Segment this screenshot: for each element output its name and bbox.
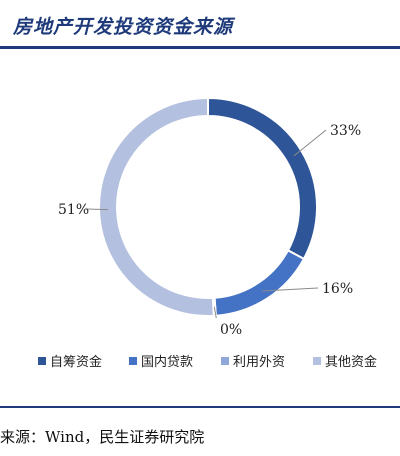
slice-2 — [213, 248, 306, 317]
data-label-4: 51% — [58, 202, 89, 218]
leader-line-3 — [213, 306, 217, 319]
leader-line-1 — [293, 129, 327, 157]
legend-swatch-3 — [221, 357, 229, 365]
leader-line-2 — [262, 287, 319, 292]
legend-swatch-4 — [313, 357, 321, 365]
legend-swatch-2 — [129, 357, 137, 365]
legend-label-3: 利用外资 — [233, 355, 285, 370]
slice-4 — [98, 96, 215, 317]
data-label-1: 33% — [330, 123, 361, 139]
legend-label-2: 国内贷款 — [141, 354, 193, 370]
title-divider — [0, 46, 400, 49]
legend: 自筹资金 国内贷款 利用外资 其他资金 — [38, 354, 377, 370]
data-label-2: 16% — [322, 281, 353, 297]
donut-chart: 33% 16% 0% 51% 自筹资金 国内贷款 利用外资 其他资金 — [38, 96, 377, 370]
page-title: 房地产开发投资资金来源 — [13, 16, 234, 38]
data-label-3: 0% — [220, 322, 242, 338]
source-note: 来源：Wind，民生证券研究院 — [0, 428, 205, 446]
slice-1 — [207, 96, 318, 261]
data-labels: 33% 16% 0% 51% — [58, 123, 361, 338]
legend-swatch-1 — [38, 357, 46, 365]
leader-line-4 — [85, 208, 109, 211]
footer-divider — [0, 406, 400, 408]
legend-label-1: 自筹资金 — [50, 354, 102, 370]
legend-label-4: 其他资金 — [325, 354, 377, 370]
donut-slices — [98, 96, 318, 317]
